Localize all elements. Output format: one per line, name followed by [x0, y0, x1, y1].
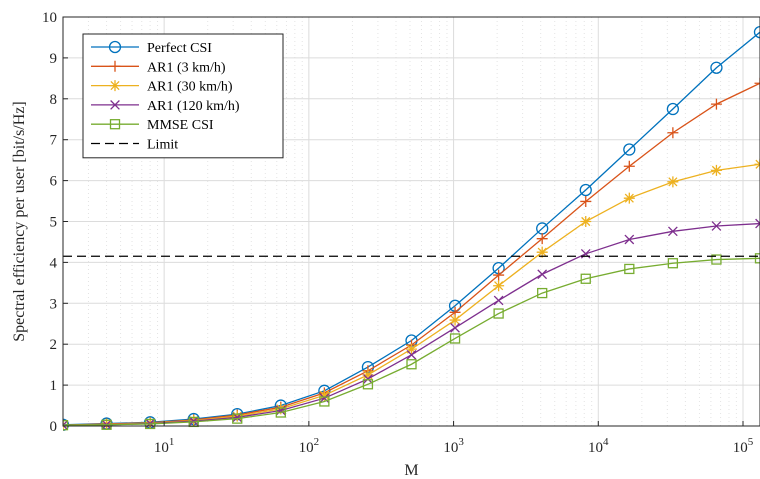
legend-entry: AR1 (3 km/h) — [91, 60, 226, 75]
x-tick-label: 101 — [154, 436, 175, 456]
marker-x — [493, 295, 504, 306]
marker-square — [580, 273, 591, 284]
legend-label: MMSE CSI — [147, 118, 214, 133]
x-tick-label: 103 — [443, 436, 464, 456]
series-2 — [63, 158, 760, 431]
marker-x — [188, 416, 199, 426]
y-tick-label: 2 — [50, 337, 58, 353]
marker-plus — [667, 127, 679, 139]
marker-asterisk — [754, 158, 760, 170]
marker-square — [711, 254, 722, 265]
marker-asterisk — [231, 410, 243, 422]
legend-label: AR1 (3 km/h) — [147, 60, 226, 75]
marker-circle — [710, 61, 723, 74]
marker-square — [754, 253, 760, 264]
marker-x — [711, 221, 722, 231]
legend-label: AR1 (30 km/h) — [147, 80, 233, 95]
series-3 — [63, 218, 760, 431]
y-tick-label: 5 — [50, 215, 58, 231]
marker-asterisk — [710, 164, 722, 176]
marker-x — [537, 269, 548, 280]
y-tick-label: 7 — [50, 133, 58, 149]
legend-entry: AR1 (120 km/h) — [91, 99, 240, 114]
marker-asterisk — [275, 403, 287, 415]
marker-plus — [580, 195, 592, 207]
marker-square — [624, 263, 635, 275]
marker-plus — [710, 98, 722, 110]
marker-square — [493, 308, 504, 319]
legend: Perfect CSI AR1 (3 km/h) AR1 (30 km/h) AR1 … — [82, 33, 284, 159]
marker-square — [449, 333, 461, 344]
marker-asterisk — [667, 176, 679, 188]
series-line — [63, 257, 760, 426]
legend-entry: Limit — [91, 138, 178, 153]
marker-plus — [536, 233, 548, 245]
marker-asterisk — [493, 280, 505, 292]
marker-asterisk — [536, 246, 548, 258]
legend-entry: MMSE CSI — [91, 118, 214, 133]
marker-x — [450, 322, 460, 333]
marker-x — [319, 393, 330, 404]
marker-x — [668, 226, 678, 237]
marker-square — [537, 287, 548, 299]
legend-entry: AR1 (30 km/h) — [91, 80, 233, 95]
marker-circle — [579, 183, 592, 197]
marker-x — [755, 218, 760, 229]
series-group — [63, 25, 760, 431]
x-tick-label: 104 — [588, 436, 609, 456]
marker-square — [275, 407, 286, 418]
marker-square — [232, 413, 243, 424]
legend-label: Limit — [147, 138, 178, 153]
y-tick-label: 6 — [50, 174, 58, 190]
marker-x — [406, 349, 417, 360]
y-tick-label: 10 — [42, 10, 57, 26]
x-tick-label: 102 — [299, 436, 320, 456]
legend-box — [82, 33, 284, 159]
marker-square — [362, 379, 374, 390]
axis-ticks: 0 1 2 3 4 5 6 7 8 9 10 101 102 103 104 105 — [42, 10, 754, 456]
marker-plus — [754, 77, 760, 89]
y-tick-label: 3 — [50, 296, 58, 312]
legend-label: AR1 (120 km/h) — [147, 99, 240, 114]
marker-asterisk — [406, 343, 417, 355]
marker-plus — [493, 269, 505, 281]
marker-asterisk — [109, 80, 121, 92]
series-line — [63, 222, 760, 426]
series-4 — [63, 253, 760, 431]
marker-x — [63, 420, 68, 431]
y-tick-label: 0 — [50, 419, 58, 435]
marker-square — [144, 418, 156, 430]
series-line — [63, 163, 760, 426]
marker-square — [667, 258, 679, 269]
marker-square — [406, 359, 417, 370]
marker-circle — [666, 102, 680, 116]
y-axis-label: Spectral efficiency per user [bit/s/Hz] — [11, 101, 28, 342]
marker-asterisk — [449, 314, 461, 326]
marker-x — [363, 374, 373, 384]
y-tick-label: 4 — [50, 255, 58, 271]
legend-label: Perfect CSI — [147, 41, 212, 56]
marker-x — [624, 234, 635, 245]
x-tick-label: 105 — [733, 436, 754, 456]
marker-plus — [623, 160, 635, 172]
marker-asterisk — [580, 216, 592, 227]
x-axis-label: M — [404, 462, 418, 479]
marker-square — [319, 396, 330, 407]
y-tick-label: 1 — [50, 378, 58, 394]
marker-x — [110, 100, 120, 110]
marker-asterisk — [623, 192, 635, 204]
y-tick-label: 9 — [50, 51, 58, 67]
marker-plus — [109, 60, 121, 72]
y-tick-label: 8 — [50, 92, 58, 108]
marker-square — [101, 419, 112, 430]
marker-square — [63, 420, 69, 431]
marker-asterisk — [318, 389, 330, 401]
marker-square — [109, 119, 121, 130]
marker-asterisk — [362, 369, 374, 381]
marker-circle — [753, 25, 760, 39]
marker-circle — [623, 143, 636, 156]
marker-circle — [108, 40, 122, 54]
legend-entry: Perfect CSI — [91, 40, 212, 56]
